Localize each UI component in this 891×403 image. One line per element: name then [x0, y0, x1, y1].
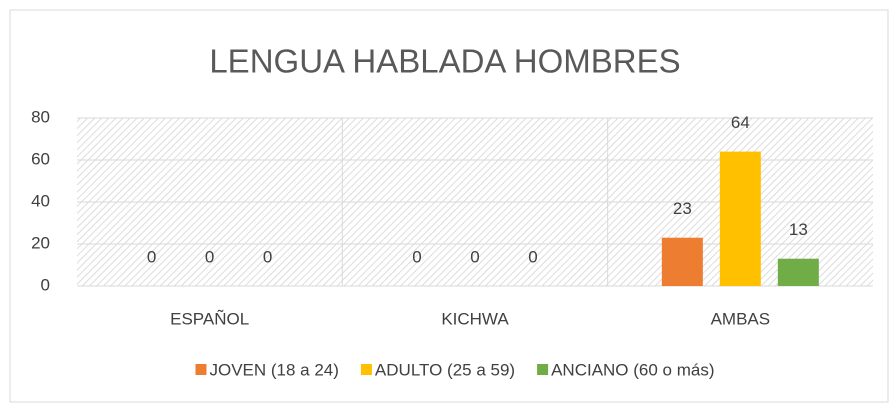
y-tick-label: 40	[31, 191, 50, 210]
legend-swatch	[537, 364, 549, 375]
data-label: 64	[731, 113, 750, 132]
y-tick-label: 20	[31, 233, 50, 252]
data-label: 0	[263, 247, 272, 266]
data-label: 0	[412, 247, 421, 266]
data-label: 13	[789, 220, 808, 239]
legend-label: ADULTO (25 a 59)	[375, 360, 515, 379]
legend-label: ANCIANO (60 o más)	[551, 360, 714, 379]
data-label: 0	[147, 247, 156, 266]
data-label: 0	[528, 247, 537, 266]
data-label: 23	[673, 199, 692, 218]
y-tick-label: 0	[41, 275, 50, 294]
chart-title: LENGUA HABLADA HOMBRES	[209, 43, 680, 80]
data-label: 0	[205, 247, 214, 266]
x-tick-label: AMBAS	[711, 309, 771, 328]
bar	[719, 151, 761, 286]
bar	[777, 258, 819, 286]
legend-label: JOVEN (18 a 24)	[209, 360, 338, 379]
bar	[661, 237, 703, 286]
x-tick-label: KICHWA	[441, 309, 509, 328]
x-tick-label: ESPAÑOL	[170, 309, 249, 328]
y-tick-label: 80	[31, 107, 50, 126]
legend-swatch	[360, 364, 372, 375]
legend-swatch	[195, 364, 207, 375]
y-tick-label: 60	[31, 149, 50, 168]
data-label: 0	[470, 247, 479, 266]
